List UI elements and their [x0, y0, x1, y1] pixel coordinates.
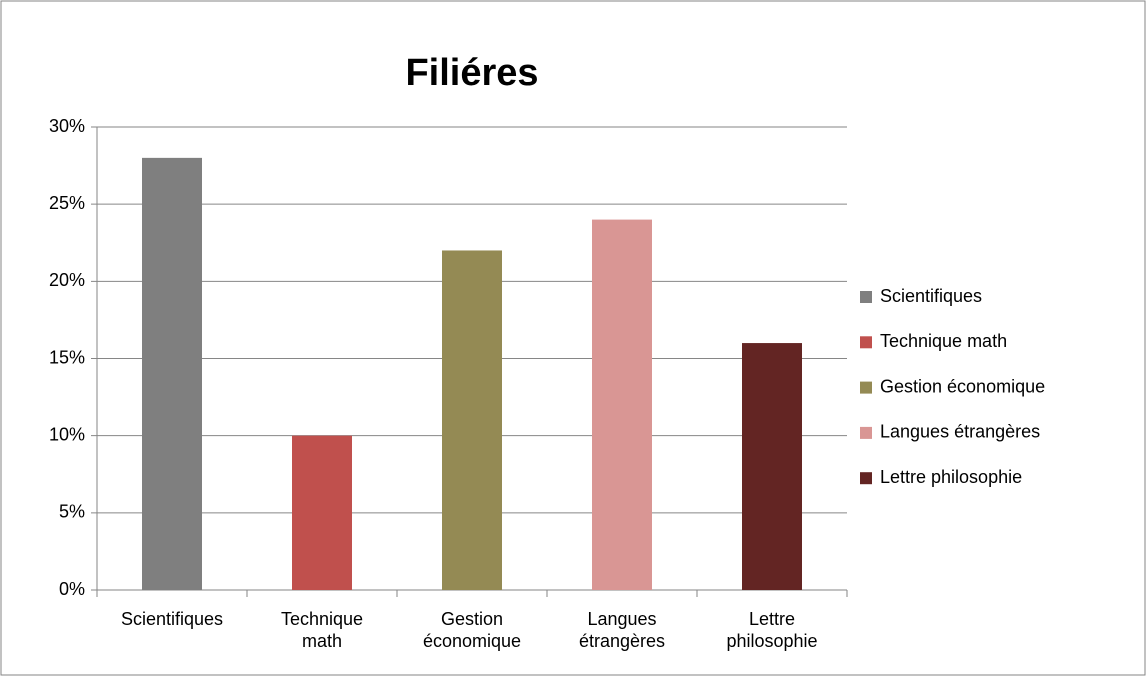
bar: [142, 157, 202, 590]
bar: [742, 343, 802, 590]
y-tick-label: 0%: [59, 579, 85, 599]
legend-label: Gestion économique: [880, 376, 1045, 396]
x-tick-label: Technique math: [280, 609, 364, 651]
legend-swatch: [860, 291, 872, 303]
legend-swatch: [860, 336, 872, 349]
legend-swatch: [860, 426, 872, 439]
legend-swatch: [860, 381, 872, 394]
y-tick-label: 5%: [59, 502, 85, 522]
x-tick-label: Lettre philosophie: [726, 609, 818, 651]
legend-label: Scientifiques: [880, 286, 982, 306]
x-tick-label: Scientifiques: [120, 609, 224, 629]
legend-swatch: [860, 472, 872, 485]
y-tick-label: 20%: [49, 270, 85, 290]
chart-title: Filiéres: [405, 52, 538, 94]
y-tick-label: 10%: [49, 424, 85, 444]
bar: [592, 219, 652, 590]
legend-label: Lettre philosophie: [880, 467, 1022, 487]
y-tick-label: 25%: [49, 193, 85, 213]
x-tick-label: Gestion économique: [422, 609, 522, 651]
legend-label: Langues étrangères: [880, 422, 1040, 442]
y-tick-label: 15%: [49, 347, 85, 367]
legend-label: Technique math: [880, 331, 1007, 351]
y-tick-label: 30%: [49, 116, 85, 136]
bar: [442, 250, 502, 590]
x-tick-label: Langues étrangères: [578, 609, 666, 651]
bar: [292, 435, 352, 590]
